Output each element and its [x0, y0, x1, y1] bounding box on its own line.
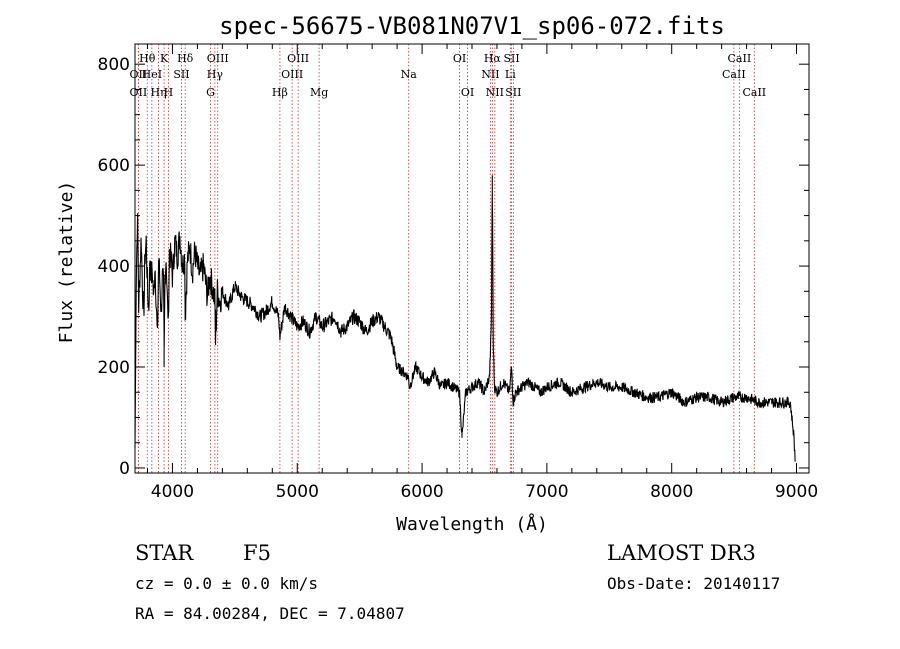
object-class: STAR — [135, 541, 194, 565]
y-tick-label: 0 — [119, 459, 130, 479]
y-tick-label: 400 — [98, 257, 130, 277]
redshift-cz: cz = 0.0 ± 0.0 km/s — [135, 574, 318, 593]
y-tick-label: 800 — [98, 55, 130, 75]
x-tick-label: 9000 — [775, 482, 818, 502]
line-label: SII — [503, 52, 519, 65]
x-tick-label: 6000 — [400, 482, 443, 502]
x-tick-label: 8000 — [650, 482, 693, 502]
line-label: OII — [130, 68, 148, 81]
line-label: Na — [401, 68, 418, 81]
object-subclass: F5 — [243, 541, 271, 565]
flux-series-line — [134, 175, 796, 462]
x-tick-label: 4000 — [151, 482, 194, 502]
line-label: Hη — [150, 86, 166, 99]
plot-frame — [134, 43, 810, 474]
survey-name: LAMOST DR3 — [607, 541, 756, 565]
line-label: SII — [505, 86, 521, 99]
line-label: Hθ — [139, 52, 156, 65]
line-label: OIII — [207, 52, 229, 65]
line-label: K — [160, 52, 169, 65]
x-tick-label: 7000 — [525, 482, 568, 502]
line-label: NII — [486, 86, 504, 99]
line-label: NII — [481, 68, 499, 81]
line-label: Hα — [484, 52, 502, 65]
obs-date: Obs-Date: 20140117 — [607, 574, 780, 593]
line-label: Mg — [310, 86, 328, 99]
y-tick-label: 600 — [98, 156, 130, 176]
x-tick-label: 5000 — [276, 482, 319, 502]
spectral-line-markers: OII OII Hθ HeI Hη K H SII Hδ G Hγ OIII Hβ OIII OIII Mg N… — [130, 44, 766, 473]
line-label: OI — [461, 86, 474, 99]
coordinates: RA = 84.00284, DEC = 7.04807 — [135, 604, 405, 623]
line-label: CaII — [742, 86, 766, 99]
chart-title: spec-56675-VB081N07V1_sp06-072.fits — [219, 12, 725, 40]
line-label: Hγ — [207, 68, 224, 81]
y-axis-label: Flux (relative) — [56, 181, 77, 344]
line-label: OIII — [281, 68, 303, 81]
line-label: CaII — [728, 52, 752, 65]
line-label: Hδ — [177, 52, 194, 65]
line-label: Hβ — [272, 86, 288, 99]
line-label: OI — [453, 52, 466, 65]
line-label: HeI — [142, 68, 162, 81]
line-label: CaII — [722, 68, 746, 81]
x-axis-label: Wavelength (Å) — [396, 513, 548, 535]
line-label: OII — [130, 86, 148, 99]
axes: 4000 5000 6000 7000 8000 9000 0 200 400 600 800 — [98, 43, 818, 502]
line-label: Li — [505, 68, 516, 81]
line-label: H — [164, 86, 174, 99]
line-label: SII — [173, 68, 189, 81]
line-label: G — [206, 86, 215, 99]
y-tick-label: 200 — [98, 358, 130, 378]
line-label: OIII — [287, 52, 309, 65]
